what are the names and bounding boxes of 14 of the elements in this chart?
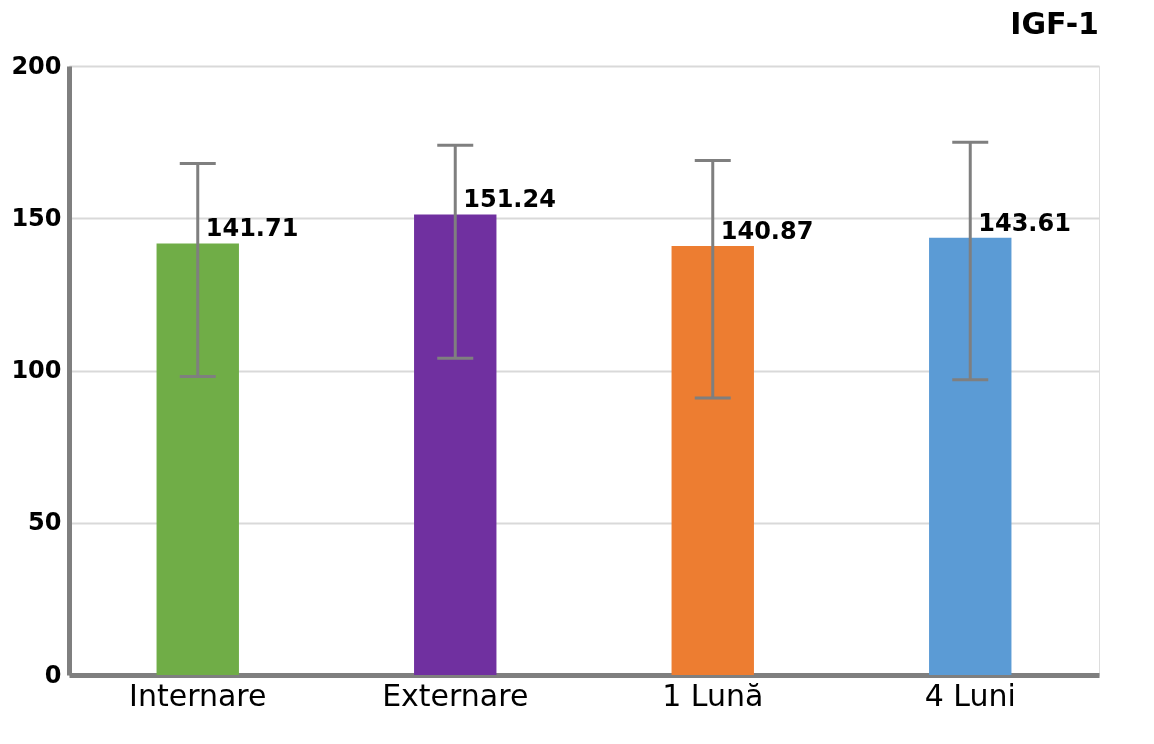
y-tick-label: 0 <box>44 660 62 689</box>
y-tick-label: 100 <box>11 356 62 384</box>
data-label: 141.71 <box>205 214 299 243</box>
y-tick-label: 50 <box>28 508 62 537</box>
y-tick-label: 150 <box>11 203 62 232</box>
data-label: 140.87 <box>720 217 814 246</box>
data-label: 151.24 <box>463 185 556 214</box>
x-tick-label: 1 Lună <box>662 677 764 713</box>
x-tick-label: 4 Luni <box>924 677 1016 713</box>
chart-title: IGF-1 <box>1010 6 1099 41</box>
x-tick-label: Internare <box>129 677 267 713</box>
data-label: 143.61 <box>978 208 1071 237</box>
x-tick-label: Externare <box>382 677 529 713</box>
y-tick-label: 200 <box>11 51 62 80</box>
